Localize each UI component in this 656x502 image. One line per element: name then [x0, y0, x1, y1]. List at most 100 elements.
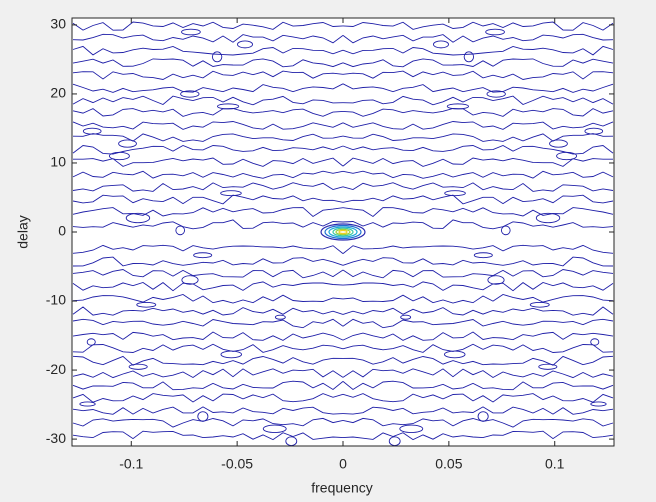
x-tick-label: -0.05 [221, 456, 253, 472]
contour-line [342, 95, 614, 106]
contour-line [342, 182, 614, 192]
contour-line [72, 33, 344, 44]
contour-line [342, 331, 614, 341]
contour-line [72, 331, 344, 341]
contour-line [72, 133, 344, 142]
contour-line [342, 355, 614, 366]
contour-line [72, 269, 344, 279]
contour-loop [220, 350, 242, 359]
contour-loop [399, 424, 424, 434]
y-tick-label: 30 [50, 16, 66, 32]
y-tick-label: -20 [46, 361, 66, 377]
contour-line [342, 21, 614, 31]
contour-loop [181, 28, 201, 36]
contour-loop [444, 350, 466, 359]
contour-line [342, 256, 614, 267]
contour-line [342, 269, 614, 279]
contour-group [72, 21, 614, 447]
x-tick-label: 0.05 [435, 456, 462, 472]
contour-loop [487, 275, 505, 285]
y-tick-label: -10 [46, 292, 66, 308]
contour-loop [128, 363, 148, 370]
contour-loop [181, 275, 199, 285]
contour-line [342, 430, 614, 441]
contour-loop [538, 363, 558, 370]
contour-line [72, 355, 344, 366]
contour-line [342, 318, 614, 329]
contour-line [72, 256, 344, 267]
contour-line [72, 244, 344, 254]
peak-contour [324, 224, 362, 240]
contour-line [72, 21, 344, 31]
contour-line [342, 70, 614, 80]
contour-line [72, 343, 344, 353]
plot-area [72, 18, 614, 446]
peak-contour [335, 228, 351, 236]
contour-line [72, 194, 344, 205]
x-tick-label: 0 [339, 456, 347, 472]
contour-line [342, 368, 614, 379]
contour-line [342, 207, 614, 218]
contour-loop [262, 424, 287, 434]
contour-loop [220, 190, 242, 197]
contour-line [342, 133, 614, 142]
contour-loop [400, 314, 412, 320]
peak-contour [332, 227, 354, 237]
contour-loop [125, 212, 151, 224]
contour-loop [549, 139, 568, 148]
contour-line [342, 58, 614, 68]
contour-loop [118, 139, 137, 148]
contour-line [72, 318, 344, 329]
y-tick-label: 10 [50, 154, 66, 170]
contour-loop [175, 225, 186, 236]
contour-line [342, 294, 614, 304]
contour-line [72, 294, 344, 304]
contour-line [72, 393, 344, 403]
x-tick-label: 0.1 [545, 456, 565, 472]
contour-line [342, 121, 614, 130]
contour-loop [556, 151, 578, 161]
contour-line [72, 70, 344, 80]
contour-line [72, 108, 344, 117]
contour-line [72, 406, 344, 415]
contour-loop [193, 252, 213, 259]
contour-line [342, 145, 614, 155]
contour-loop [535, 212, 561, 224]
contour-line [342, 194, 614, 205]
contour-line [342, 108, 614, 117]
contour-line [72, 306, 344, 316]
contour-loop [79, 401, 96, 407]
y-tick-label: 20 [50, 85, 66, 101]
contour-loop [180, 90, 200, 98]
peak-contour [338, 229, 348, 235]
contour-line [72, 95, 344, 106]
contour-line [342, 33, 614, 44]
x-axis-label: frequency [311, 480, 372, 496]
contour-line [72, 170, 344, 179]
contour-line [342, 343, 614, 353]
contour-loop [237, 40, 253, 49]
y-axis-label: delay [15, 215, 31, 248]
contour-line [72, 207, 344, 218]
contour-loop [108, 151, 130, 161]
y-tick-label: 0 [58, 223, 66, 239]
contour-line [72, 45, 344, 56]
contour-loop [485, 28, 505, 36]
contour-loop [86, 338, 96, 346]
contour-line [72, 417, 344, 428]
contour-line [342, 83, 614, 93]
contour-line [72, 121, 344, 130]
contour-loop [444, 190, 466, 197]
contour-line [342, 393, 614, 403]
contour-line [72, 58, 344, 68]
contour-line [72, 83, 344, 93]
contour-line [342, 244, 614, 254]
contour-line [72, 430, 344, 441]
contour-line [72, 145, 344, 155]
contour-loop [529, 301, 550, 308]
contour-loop [486, 90, 506, 98]
contour-line [342, 45, 614, 56]
contour-line [72, 368, 344, 379]
